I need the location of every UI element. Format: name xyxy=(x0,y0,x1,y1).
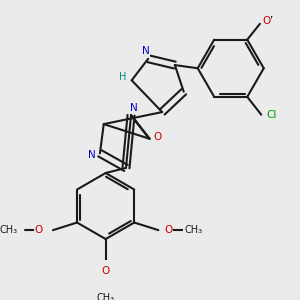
Text: O: O xyxy=(101,266,110,276)
Text: O: O xyxy=(262,16,270,26)
Text: H: H xyxy=(119,71,127,82)
Text: O: O xyxy=(153,133,161,142)
Text: CH₃: CH₃ xyxy=(97,293,115,300)
Text: N: N xyxy=(142,46,149,56)
Text: CH₃: CH₃ xyxy=(184,225,202,235)
Text: O: O xyxy=(164,225,173,235)
Text: O: O xyxy=(34,225,43,235)
Text: CH₃: CH₃ xyxy=(0,225,18,235)
Text: N: N xyxy=(88,150,96,160)
Text: N: N xyxy=(130,103,137,113)
Text: Cl: Cl xyxy=(267,110,277,120)
